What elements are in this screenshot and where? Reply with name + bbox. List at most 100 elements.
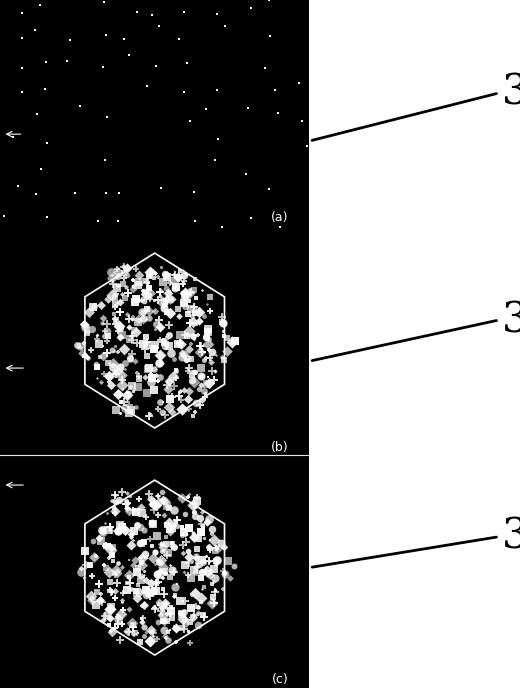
Point xyxy=(114,266,122,277)
Point xyxy=(178,623,187,634)
Point xyxy=(163,379,172,390)
Point xyxy=(126,334,135,345)
Point xyxy=(106,613,114,624)
Point xyxy=(124,555,133,566)
Point xyxy=(115,519,124,530)
Point xyxy=(166,571,174,582)
Point xyxy=(198,347,206,358)
Point xyxy=(187,303,195,314)
Point xyxy=(213,555,221,566)
Point xyxy=(142,336,151,347)
Point xyxy=(185,404,193,415)
Point xyxy=(145,363,153,374)
Point xyxy=(145,588,153,599)
Point xyxy=(132,293,140,304)
Point xyxy=(200,612,208,623)
Point xyxy=(200,354,208,365)
Point xyxy=(131,554,139,565)
Point xyxy=(206,570,214,581)
Point xyxy=(189,366,198,377)
Point xyxy=(127,492,135,503)
Point xyxy=(129,526,138,537)
Point xyxy=(96,351,104,362)
Point xyxy=(80,318,88,329)
Point xyxy=(156,566,164,577)
Point xyxy=(156,286,164,297)
Point xyxy=(161,565,170,576)
Point xyxy=(160,298,168,309)
Point xyxy=(87,344,95,355)
Point xyxy=(186,288,194,299)
Point xyxy=(152,577,161,588)
Point xyxy=(145,282,153,293)
Point xyxy=(192,550,200,561)
Point xyxy=(165,625,174,636)
Point xyxy=(132,506,140,517)
Point xyxy=(111,298,119,309)
Point xyxy=(182,294,190,305)
Point xyxy=(212,555,220,566)
Point xyxy=(166,526,175,537)
Point xyxy=(116,397,125,408)
Point xyxy=(148,540,156,551)
Point xyxy=(205,353,214,364)
Point xyxy=(102,325,111,336)
Point xyxy=(159,584,167,595)
Point xyxy=(218,312,227,323)
Point xyxy=(182,268,190,279)
Point xyxy=(172,364,180,375)
Point xyxy=(142,340,151,351)
Point xyxy=(111,368,120,379)
Point xyxy=(124,497,132,508)
Point xyxy=(171,270,179,281)
Point xyxy=(265,0,274,6)
Point xyxy=(211,585,219,596)
Point xyxy=(163,608,171,619)
Point xyxy=(127,617,136,628)
Point xyxy=(115,297,124,308)
Point xyxy=(195,384,203,395)
Point xyxy=(114,612,122,623)
Point xyxy=(122,498,130,509)
Point xyxy=(113,613,122,624)
Point xyxy=(161,298,169,309)
Bar xyxy=(309,0,520,688)
Point xyxy=(185,386,193,397)
Point xyxy=(175,490,183,501)
Point xyxy=(185,288,193,299)
Point xyxy=(112,578,121,589)
Point xyxy=(124,583,132,594)
Point xyxy=(191,274,199,285)
Point xyxy=(143,350,151,361)
Point xyxy=(145,312,153,323)
Point xyxy=(209,542,217,553)
Point xyxy=(142,288,150,299)
Point xyxy=(137,502,146,513)
Point xyxy=(217,537,225,548)
Point xyxy=(162,338,170,349)
Point xyxy=(140,566,148,577)
Point xyxy=(149,344,158,355)
Point xyxy=(135,370,143,381)
Point xyxy=(175,310,183,321)
Point xyxy=(97,318,106,329)
Point xyxy=(166,394,175,405)
Point xyxy=(179,613,187,624)
Point xyxy=(180,301,189,312)
Point xyxy=(94,215,102,226)
Point xyxy=(141,275,150,286)
Point xyxy=(142,585,151,596)
Point xyxy=(140,537,148,548)
Point xyxy=(205,306,214,317)
Point xyxy=(9,131,17,142)
Point xyxy=(171,354,179,365)
Point xyxy=(196,372,204,383)
Point xyxy=(157,285,165,296)
Point xyxy=(158,486,166,497)
Point xyxy=(140,337,149,348)
Point xyxy=(130,625,138,636)
Point xyxy=(168,391,176,402)
Point xyxy=(151,323,159,334)
Point xyxy=(200,533,208,544)
Point xyxy=(206,535,214,546)
